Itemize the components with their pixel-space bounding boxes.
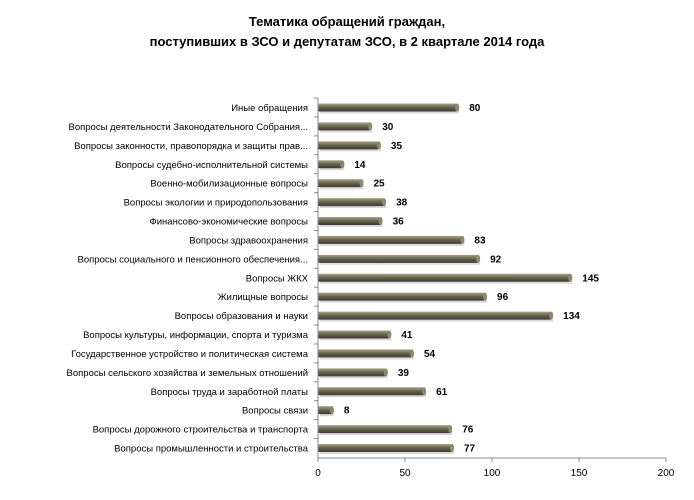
category-label: Вопросы сельского хозяйства и земельных … — [67, 368, 308, 379]
bar — [318, 273, 571, 282]
bar — [318, 103, 458, 112]
value-label: 36 — [393, 217, 405, 228]
value-label: 134 — [563, 311, 580, 322]
x-tick-label: 150 — [571, 468, 588, 479]
value-label: 39 — [398, 368, 410, 379]
bar-end-cap — [359, 179, 364, 188]
value-label: 41 — [401, 330, 413, 341]
bar — [318, 179, 362, 188]
bar — [318, 311, 552, 320]
value-label: 25 — [374, 179, 386, 190]
category-label: Вопросы труда и заработной платы — [151, 387, 309, 398]
bar-end-cap — [568, 273, 573, 282]
category-label: Финансово-экономические вопросы — [150, 217, 309, 228]
category-label: Военно-мобилизационные вопросы — [150, 179, 308, 190]
chart-title-line-1: Тематика обращений граждан, — [248, 14, 446, 29]
value-label: 145 — [582, 273, 599, 284]
bar — [318, 330, 390, 339]
bar-end-cap — [422, 387, 427, 396]
category-label: Вопросы образования и науки — [175, 311, 308, 322]
value-label: 61 — [436, 387, 448, 398]
bar-end-cap — [549, 311, 554, 320]
category-label: Вопросы деятельности Законодательного Со… — [69, 122, 309, 133]
bar — [318, 122, 371, 131]
bars-group: Иные обращения 80 Вопросы деятельности Зак… — [67, 97, 599, 455]
bar — [318, 235, 463, 244]
bar — [318, 387, 425, 396]
category-label: Жилищные вопросы — [218, 292, 308, 303]
bar — [318, 406, 332, 415]
category-label: Вопросы дорожного строительства и трансп… — [93, 425, 309, 436]
value-label: 54 — [424, 349, 436, 360]
value-label: 77 — [464, 444, 476, 455]
value-label: 14 — [354, 160, 366, 171]
x-tick-label: 50 — [399, 468, 411, 479]
value-label: 30 — [382, 122, 394, 133]
bar — [318, 368, 386, 377]
value-label: 83 — [474, 235, 486, 246]
bar-end-cap — [409, 349, 414, 358]
category-label: Вопросы здравоохранения — [189, 235, 308, 246]
bar-end-cap — [368, 122, 373, 131]
bar-end-cap — [460, 235, 465, 244]
x-tick-label: 200 — [658, 468, 675, 479]
bar — [318, 292, 486, 301]
value-label: 96 — [497, 292, 509, 303]
category-label: Вопросы судебно-исполнительной системы — [115, 160, 308, 171]
bar-end-cap — [476, 254, 481, 263]
bar — [318, 425, 451, 434]
value-label: 35 — [391, 141, 403, 152]
bar-end-cap — [448, 425, 453, 434]
x-axis: 0 50 100 150 200 — [315, 98, 675, 479]
category-label: Вопросы промышленности и строительства — [114, 444, 309, 455]
value-label: 38 — [396, 198, 408, 209]
value-label: 8 — [344, 406, 350, 417]
bar — [318, 217, 381, 225]
x-tick-label: 100 — [484, 468, 501, 479]
value-label: 92 — [490, 254, 502, 265]
category-label: Вопросы связи — [242, 406, 308, 417]
bar — [318, 349, 412, 358]
bar-end-cap — [378, 217, 383, 225]
x-tick-label: 0 — [315, 468, 321, 479]
value-label: 76 — [462, 425, 474, 436]
category-label: Вопросы законности, правопорядка и защит… — [74, 141, 308, 152]
category-label: Вопросы культуры, информации, спорта и т… — [83, 330, 309, 341]
bar-end-cap — [382, 198, 387, 207]
bar — [318, 444, 452, 452]
bar-end-cap — [383, 368, 388, 377]
chart-title: Тематика обращений граждан, поступивших … — [0, 12, 694, 52]
bar-end-cap — [329, 406, 334, 415]
category-label: Вопросы ЖКХ — [246, 273, 309, 284]
bar — [318, 254, 479, 263]
chart-title-line-2: поступивших в ЗСО и депутатам ЗСО, в 2 к… — [149, 34, 545, 49]
value-label: 80 — [469, 103, 481, 114]
bar-end-cap — [455, 103, 460, 112]
bar-end-cap — [483, 292, 488, 301]
bar — [318, 141, 379, 150]
category-label: Иные обращения — [231, 103, 308, 114]
category-label: Вопросы социального и пенсионного обеспе… — [78, 254, 308, 265]
bar-end-cap — [387, 330, 392, 339]
bar-end-cap — [376, 141, 381, 150]
category-label: Вопросы экологии и природопользования — [124, 198, 308, 209]
bar — [318, 160, 343, 169]
bar — [318, 198, 385, 207]
bar-end-cap — [340, 160, 345, 169]
bar-end-cap — [449, 444, 454, 452]
category-label: Государственное устройство и политическа… — [71, 349, 309, 360]
